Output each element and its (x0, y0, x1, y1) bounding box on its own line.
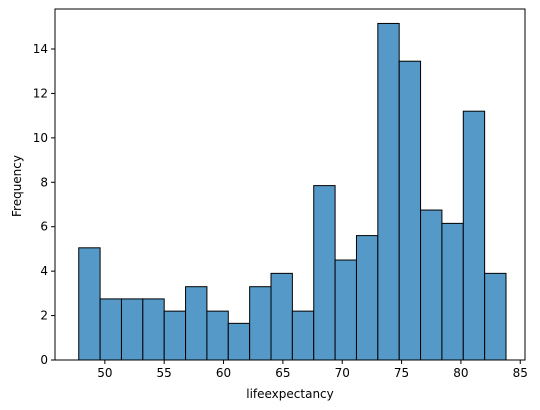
x-axis-ticks: 50 55 60 65 70 75 80 85 (97, 360, 528, 380)
y-tick-label: 2 (40, 309, 48, 323)
y-axis-ticks: 0 2 4 6 8 10 12 14 (33, 42, 55, 367)
x-axis-label: lifeexpectancy (246, 387, 334, 401)
plot-frame (54, 8, 526, 361)
histogram-bar-17 (420, 209, 443, 361)
x-tick-label: 85 (513, 366, 528, 380)
y-tick-label: 12 (33, 86, 48, 100)
histogram-bar-18 (441, 222, 464, 361)
y-tick-label: 4 (40, 264, 48, 278)
x-tick-label: 80 (453, 366, 468, 380)
histogram-bar-14 (355, 235, 379, 361)
histogram-bar-19 (462, 110, 486, 361)
histogram-bar-4 (142, 298, 165, 361)
histogram-bar-7 (206, 310, 229, 361)
x-tick-label: 55 (157, 366, 172, 380)
y-tick-label: 0 (40, 353, 48, 367)
x-tick-label: 50 (97, 366, 112, 380)
histogram-bar-9 (249, 286, 272, 361)
histogram-bar-15 (377, 22, 400, 361)
histogram-bar-8 (227, 322, 251, 361)
histogram-bar-16 (398, 60, 422, 361)
y-axis-label: Frequency (10, 155, 24, 217)
x-tick-label: 70 (335, 366, 350, 380)
x-tick-label: 75 (394, 366, 409, 380)
histogram-bar-5 (163, 310, 187, 361)
y-tick-label: 8 (40, 175, 48, 189)
x-tick-label: 60 (216, 366, 231, 380)
y-tick-label: 14 (33, 42, 48, 56)
histogram-bar-6 (185, 286, 208, 361)
histogram-bar-2 (99, 298, 122, 361)
histogram-bar-20 (484, 272, 507, 361)
y-tick-label: 6 (40, 220, 48, 234)
histogram-bar-1 (78, 247, 101, 361)
x-tick-label: 65 (275, 366, 290, 380)
y-tick-label: 10 (33, 131, 48, 145)
histogram-bars (78, 22, 507, 361)
histogram-bar-13 (334, 259, 357, 361)
histogram-bar-11 (291, 310, 315, 361)
histogram-bar-10 (270, 272, 293, 361)
histogram-bar-12 (313, 185, 336, 361)
histogram-bar-3 (120, 298, 144, 361)
